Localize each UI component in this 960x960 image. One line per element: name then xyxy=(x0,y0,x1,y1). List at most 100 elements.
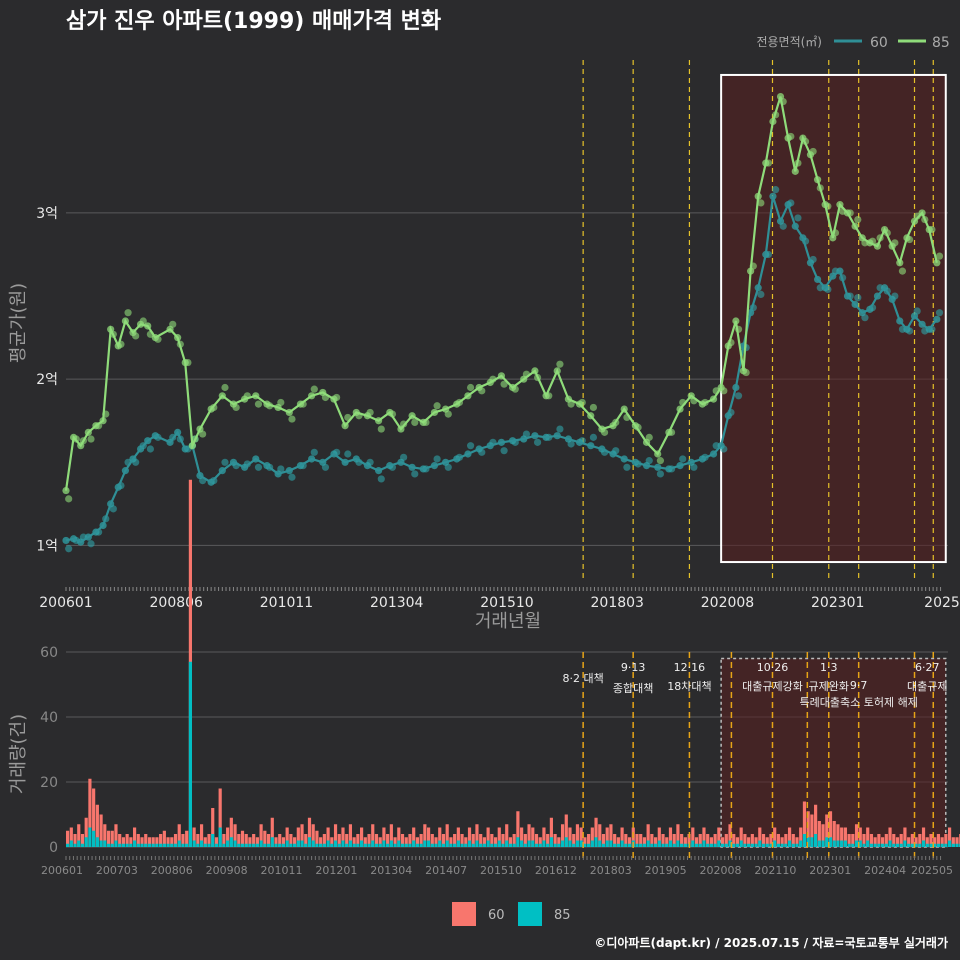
bar-85 xyxy=(508,843,513,847)
bar-85 xyxy=(553,843,557,847)
bar-60 xyxy=(720,837,725,847)
bar-60 xyxy=(352,837,356,847)
point-85-extra-49 xyxy=(556,360,564,368)
vol-x-tick-label-3: 200908 xyxy=(206,864,248,877)
bar-60 xyxy=(151,837,155,847)
point-60-extra-42 xyxy=(478,448,486,456)
event-label-9: 대출규제 xyxy=(907,680,947,693)
legend-bottom-label-85: 85 xyxy=(554,908,571,923)
bar-85 xyxy=(360,840,364,847)
chart-title: 삼가 진우 아파트(1999) 매매가격 변화 xyxy=(66,9,441,34)
bar-60 xyxy=(713,834,717,847)
bar-60 xyxy=(415,837,419,847)
bar-60 xyxy=(114,824,118,847)
bar-60 xyxy=(337,834,341,847)
bar-85 xyxy=(315,843,319,847)
point-60-extra-11 xyxy=(146,445,155,453)
bar-85 xyxy=(374,843,379,847)
bar-85 xyxy=(627,843,632,847)
point-60-extra-0 xyxy=(65,545,73,553)
bar-60 xyxy=(192,827,196,847)
vol-x-tick-label-14: 202301 xyxy=(809,864,851,877)
bar-85 xyxy=(147,843,152,847)
bar-85 xyxy=(784,843,788,847)
point-60-extra-60 xyxy=(679,455,687,463)
bar-60 xyxy=(624,834,628,847)
y-tick-label-0: 1억 xyxy=(36,538,58,554)
bar-85 xyxy=(713,843,717,847)
bar-85 xyxy=(281,843,286,847)
bar-85 xyxy=(99,840,103,847)
legend-bottom-label-60: 60 xyxy=(488,908,505,923)
bar-60 xyxy=(605,827,609,847)
bar-85 xyxy=(869,843,874,847)
bar-60 xyxy=(274,837,278,847)
bar-85 xyxy=(672,843,676,847)
bar-60 xyxy=(936,834,941,847)
bar-85 xyxy=(806,837,810,847)
bar-85 xyxy=(546,843,550,847)
bar-85 xyxy=(936,843,941,847)
bar-60 xyxy=(229,817,233,847)
bar-60 xyxy=(814,804,818,847)
point-85-extra-0 xyxy=(65,495,73,503)
point-60-extra-52 xyxy=(589,433,598,441)
bar-60 xyxy=(739,827,743,847)
point-60-extra-64 xyxy=(720,445,728,453)
bar-85 xyxy=(828,837,833,847)
bar-60 xyxy=(222,834,226,847)
event-label-7: 특례대출축소 토허제 해제 xyxy=(800,695,918,709)
bar-85 xyxy=(583,843,587,847)
bar-85 xyxy=(199,840,204,847)
bar-85 xyxy=(851,843,855,847)
point-60-extra-61 xyxy=(690,463,698,471)
bar-60 xyxy=(248,837,252,847)
bar-60 xyxy=(546,834,550,847)
event-date-6: 1·3 xyxy=(820,661,838,674)
bar-85 xyxy=(266,843,271,847)
bar-85 xyxy=(129,843,133,847)
bar-60 xyxy=(170,837,174,847)
bar-85 xyxy=(263,843,267,847)
bar-60 xyxy=(326,827,330,847)
bar-60 xyxy=(560,824,565,847)
bar-85 xyxy=(430,843,434,847)
bar-85 xyxy=(155,843,159,847)
bar-60 xyxy=(266,834,271,847)
bar-85 xyxy=(743,843,747,847)
bar-60 xyxy=(892,834,896,847)
bar-60 xyxy=(921,827,926,847)
bar-60 xyxy=(129,837,133,847)
bar-60 xyxy=(512,834,516,847)
bar-60 xyxy=(769,834,773,847)
bar-60 xyxy=(594,817,598,847)
bar-85 xyxy=(907,843,911,847)
bar-85 xyxy=(352,843,356,847)
bar-85 xyxy=(706,843,710,847)
bar-60 xyxy=(330,837,334,847)
bar-85 xyxy=(750,843,754,847)
bar-85 xyxy=(877,843,881,847)
bar-60 xyxy=(159,834,163,847)
bar-85 xyxy=(821,840,825,847)
bar-85 xyxy=(170,843,174,847)
bar-85 xyxy=(222,843,226,847)
bar-60 xyxy=(780,837,784,847)
bar-85 xyxy=(121,843,125,847)
bar-60 xyxy=(616,837,620,847)
bar-60 xyxy=(858,827,862,847)
bar-60 xyxy=(821,824,825,847)
bar-60 xyxy=(456,827,460,847)
bar-85 xyxy=(177,840,181,847)
bar-85 xyxy=(694,843,699,847)
bar-60 xyxy=(851,834,855,847)
bar-60 xyxy=(642,837,647,847)
point-85-extra-88 xyxy=(898,267,907,275)
bar-85 xyxy=(419,843,423,847)
bar-85 xyxy=(929,843,933,847)
bar-60 xyxy=(233,824,237,847)
bar-85 xyxy=(948,840,952,847)
bar-60 xyxy=(348,824,353,847)
vol-x-tick-label-16: 202505 xyxy=(911,864,953,877)
bar-60 xyxy=(218,788,222,847)
